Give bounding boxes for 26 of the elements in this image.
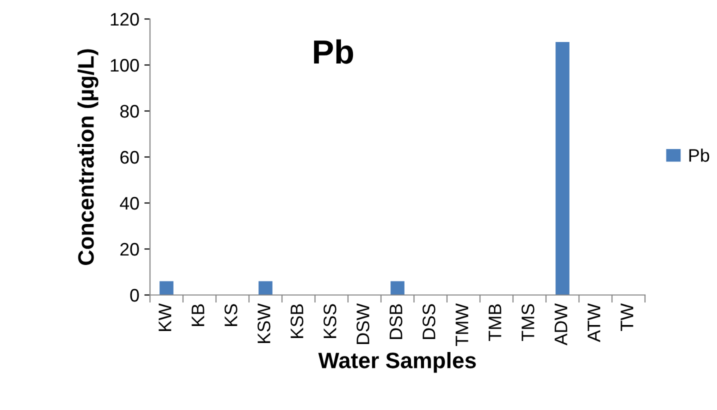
chart-title: Pb bbox=[314, 39, 354, 64]
y-tick-label: 120 bbox=[110, 12, 139, 26]
x-tick-label: DSB bbox=[390, 304, 402, 339]
y-axis-title: Concentration (µg/L) bbox=[78, 49, 98, 265]
y-tick-label: 40 bbox=[120, 196, 139, 210]
x-tick-label: KB bbox=[192, 304, 204, 326]
x-tick-label: KS bbox=[224, 304, 238, 326]
x-tick-label: DSW bbox=[356, 303, 370, 344]
x-tick-label: KW bbox=[158, 303, 172, 331]
y-tick-label: 60 bbox=[120, 150, 139, 164]
x-tick-label: ADW bbox=[554, 303, 568, 346]
y-tick-label: 20 bbox=[120, 242, 139, 256]
x-tick-label: TW bbox=[620, 303, 634, 331]
legend-label: Pb bbox=[689, 148, 710, 162]
x-tick-label: DSS bbox=[422, 304, 436, 339]
x-tick-label: KSB bbox=[290, 304, 304, 338]
y-tick-label: 100 bbox=[110, 58, 139, 72]
x-tick-label: KSS bbox=[324, 304, 336, 338]
x-tick-label: ATW bbox=[588, 303, 600, 342]
x-tick-label: TMB bbox=[488, 304, 502, 342]
x-tick-label: TMW bbox=[456, 303, 468, 346]
x-axis-title: Water Samples bbox=[318, 352, 476, 373]
x-tick-label: TMS bbox=[522, 304, 534, 342]
x-tick-label: KSW bbox=[258, 303, 270, 343]
y-tick-label: 80 bbox=[120, 104, 139, 118]
y-tick-label: 0 bbox=[130, 288, 139, 302]
